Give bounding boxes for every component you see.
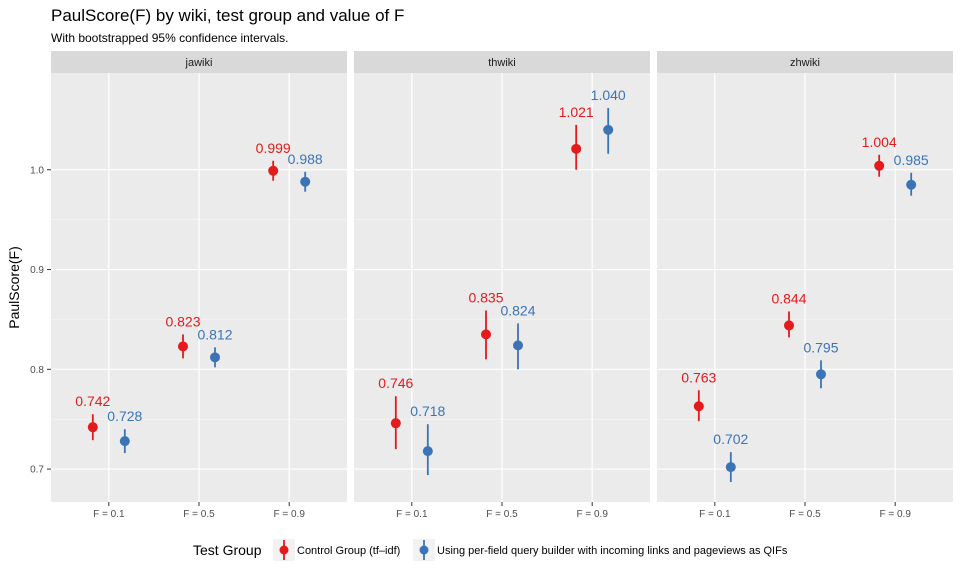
facet-label-thwiki: thwiki bbox=[488, 57, 516, 69]
data-point-zhwiki-s0-c1 bbox=[784, 320, 794, 331]
x-tick-label: F = 0.1 bbox=[396, 509, 428, 520]
legend-label-0: Control Group (tf–idf) bbox=[297, 545, 400, 557]
data-point-zhwiki-s1-c2 bbox=[906, 179, 917, 190]
facet-strip-thwiki bbox=[354, 51, 650, 73]
data-point-thwiki-s1-c0 bbox=[422, 446, 433, 457]
data-point-jawiki-s1-c2 bbox=[300, 176, 311, 187]
data-label-thwiki-s0-c0: 0.746 bbox=[378, 375, 413, 391]
data-label-zhwiki-s0-c2: 1.004 bbox=[862, 134, 897, 150]
y-tick-label: 0.7 bbox=[30, 465, 44, 476]
data-label-zhwiki-s1-c2: 0.985 bbox=[894, 152, 929, 168]
data-label-jawiki-s0-c2: 0.999 bbox=[256, 140, 291, 156]
facet-strip-zhwiki bbox=[657, 51, 953, 73]
x-tick-label: F = 0.9 bbox=[576, 509, 608, 520]
x-tick-label: F = 0.5 bbox=[486, 509, 518, 520]
data-point-thwiki-s0-c2 bbox=[571, 143, 582, 154]
data-label-jawiki-s0-c0: 0.742 bbox=[75, 393, 110, 409]
data-point-jawiki-s0-c1 bbox=[178, 341, 188, 352]
facet-label-jawiki: jawiki bbox=[185, 57, 213, 69]
data-point-jawiki-s1-c0 bbox=[119, 436, 130, 447]
data-point-thwiki-s0-c0 bbox=[390, 418, 401, 429]
data-label-jawiki-s1-c2: 0.988 bbox=[288, 151, 323, 167]
x-tick-label: F = 0.9 bbox=[879, 509, 911, 520]
legend-title: Test Group bbox=[193, 542, 262, 558]
x-tick-label: F = 0.5 bbox=[789, 509, 821, 520]
y-tick-label: 1.0 bbox=[30, 165, 44, 176]
data-label-jawiki-s1-c0: 0.728 bbox=[107, 408, 142, 424]
data-label-thwiki-s1-c0: 0.718 bbox=[410, 403, 445, 419]
data-label-thwiki-s1-c1: 0.824 bbox=[500, 302, 535, 318]
x-tick-label: F = 0.9 bbox=[273, 509, 305, 520]
data-label-thwiki-s0-c1: 0.835 bbox=[468, 289, 503, 305]
data-point-thwiki-s1-c2 bbox=[603, 124, 614, 135]
chart-subtitle: With bootstrapped 95% confidence interva… bbox=[51, 31, 289, 45]
data-point-zhwiki-s0-c0 bbox=[693, 401, 704, 412]
data-label-jawiki-s0-c1: 0.823 bbox=[165, 313, 200, 329]
y-tick-label: 0.9 bbox=[30, 265, 44, 276]
data-label-jawiki-s1-c1: 0.812 bbox=[197, 326, 232, 342]
x-tick-label: F = 0.1 bbox=[93, 509, 125, 520]
facet-strip-jawiki bbox=[51, 51, 347, 73]
y-tick-label: 0.8 bbox=[30, 365, 44, 376]
data-label-thwiki-s0-c2: 1.021 bbox=[559, 104, 594, 120]
data-point-thwiki-s0-c1 bbox=[481, 329, 491, 340]
data-point-jawiki-s0-c0 bbox=[87, 422, 98, 433]
data-point-jawiki-s0-c2 bbox=[268, 165, 279, 176]
y-axis-label: PaulScore(F) bbox=[6, 246, 22, 328]
data-point-zhwiki-s0-c2 bbox=[874, 160, 885, 171]
legend-key-point-1 bbox=[419, 545, 429, 555]
x-tick-label: F = 0.5 bbox=[183, 509, 215, 520]
data-label-zhwiki-s1-c0: 0.702 bbox=[713, 431, 748, 447]
data-point-zhwiki-s1-c0 bbox=[725, 462, 736, 473]
facet-label-zhwiki: zhwiki bbox=[790, 57, 820, 69]
chart-title: PaulScore(F) by wiki, test group and val… bbox=[51, 6, 405, 25]
legend-key-point-0 bbox=[279, 545, 289, 555]
data-label-zhwiki-s0-c0: 0.763 bbox=[681, 369, 716, 385]
data-point-thwiki-s1-c1 bbox=[513, 340, 523, 351]
x-tick-label: F = 0.1 bbox=[699, 509, 731, 520]
data-point-zhwiki-s1-c1 bbox=[816, 369, 826, 380]
data-label-zhwiki-s0-c1: 0.844 bbox=[771, 290, 806, 306]
legend-label-1: Using per-field query builder with incom… bbox=[437, 545, 788, 557]
data-label-zhwiki-s1-c1: 0.795 bbox=[803, 339, 838, 355]
data-point-jawiki-s1-c1 bbox=[210, 352, 220, 363]
data-label-thwiki-s1-c2: 1.040 bbox=[591, 87, 626, 103]
